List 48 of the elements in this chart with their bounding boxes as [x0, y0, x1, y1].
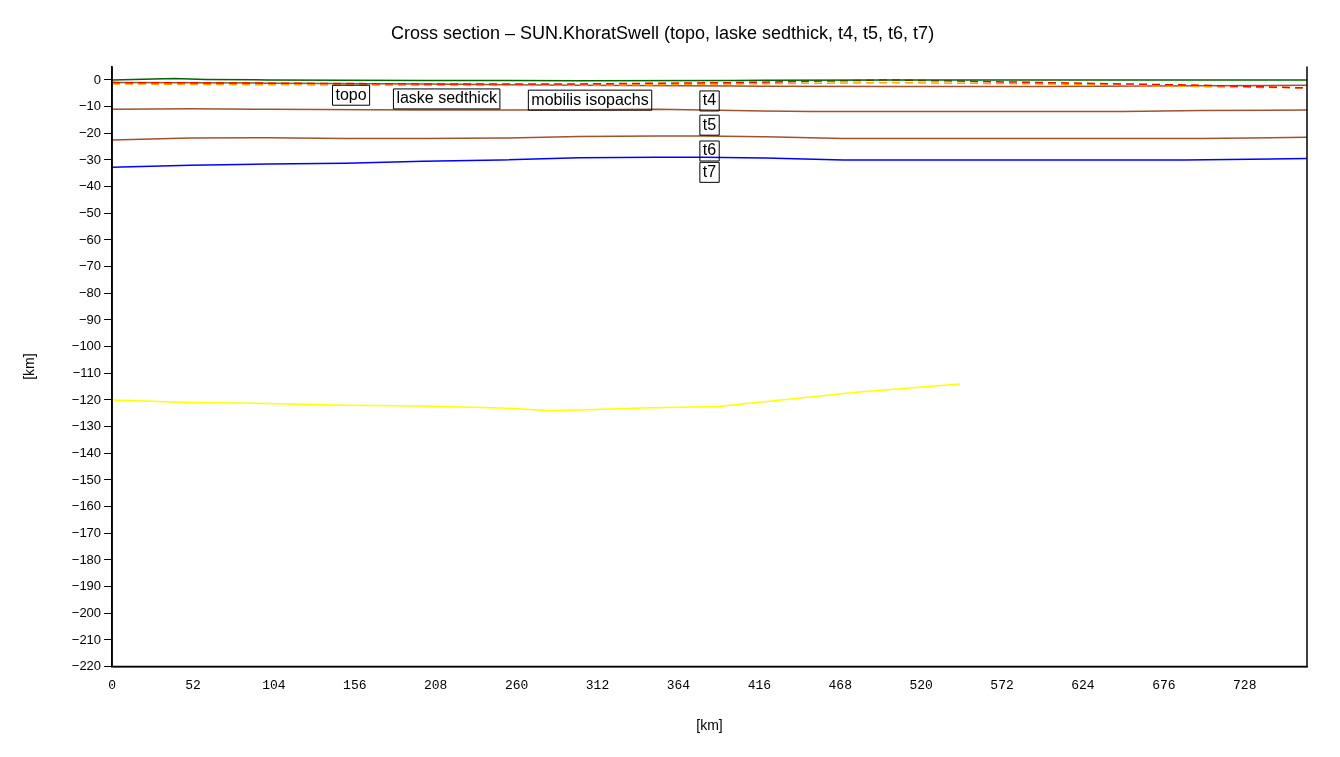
x-tick-label: 728: [1233, 677, 1257, 693]
x-axis-title: [km]: [696, 717, 723, 734]
x-tick-label: 624: [1071, 677, 1095, 693]
y-tick-label: −120: [71, 391, 102, 407]
y-tick-label: −40: [79, 178, 102, 194]
x-tick-label: 52: [185, 677, 201, 693]
x-tick-label: 260: [504, 677, 529, 693]
y-tick-label: −200: [71, 604, 102, 620]
x-tick-label: 520: [909, 677, 933, 693]
x-tick-label: 312: [585, 677, 610, 693]
y-tick-label: −50: [79, 204, 102, 220]
x-tick-label: 416: [747, 677, 772, 693]
x-tick-label: 364: [666, 677, 691, 693]
x-tick-label: 572: [990, 677, 1014, 693]
x-tick-label: 676: [1152, 677, 1176, 693]
y-tick-label: −90: [79, 311, 102, 327]
series-label: mobilis isopachs: [531, 90, 649, 108]
y-tick-label: −100: [71, 338, 102, 354]
y-tick-label: −60: [79, 231, 102, 247]
series-label: t4: [702, 91, 717, 109]
chart-title: Cross section – SUN.KhoratSwell (topo, laske sedthick, t4, t5, t6, t7): [390, 22, 935, 43]
y-tick-label: −150: [71, 471, 102, 487]
series-label: t7: [702, 162, 717, 180]
x-tick-label: 156: [343, 677, 367, 693]
x-tick-label: 468: [828, 677, 852, 693]
y-tick-label: −10: [79, 98, 102, 114]
y-tick-label: −30: [79, 151, 102, 167]
y-tick-label: −20: [79, 124, 102, 140]
y-tick-label: −70: [79, 258, 102, 274]
x-tick-label: 208: [424, 677, 448, 693]
y-tick-label: −80: [79, 284, 102, 300]
series-label: topo: [335, 85, 367, 103]
series-label: laske sedthick: [396, 89, 498, 107]
series-label: t5: [702, 115, 717, 133]
y-tick-label: −130: [71, 418, 102, 434]
y-tick-label: −180: [71, 551, 102, 567]
y-tick-label: −160: [71, 498, 102, 514]
series-label: t6: [702, 141, 717, 159]
y-tick-label: 0: [93, 71, 102, 87]
y-tick-label: −110: [72, 364, 102, 380]
x-tick-label: 104: [262, 677, 286, 693]
y-tick-label: −190: [71, 578, 102, 594]
x-tick-label: 0: [108, 677, 116, 693]
y-tick-label: −220: [71, 658, 102, 674]
y-tick-label: −140: [71, 444, 102, 460]
y-axis-title: [km]: [21, 353, 38, 380]
y-tick-label: −210: [71, 631, 102, 647]
y-tick-label: −170: [71, 524, 102, 540]
